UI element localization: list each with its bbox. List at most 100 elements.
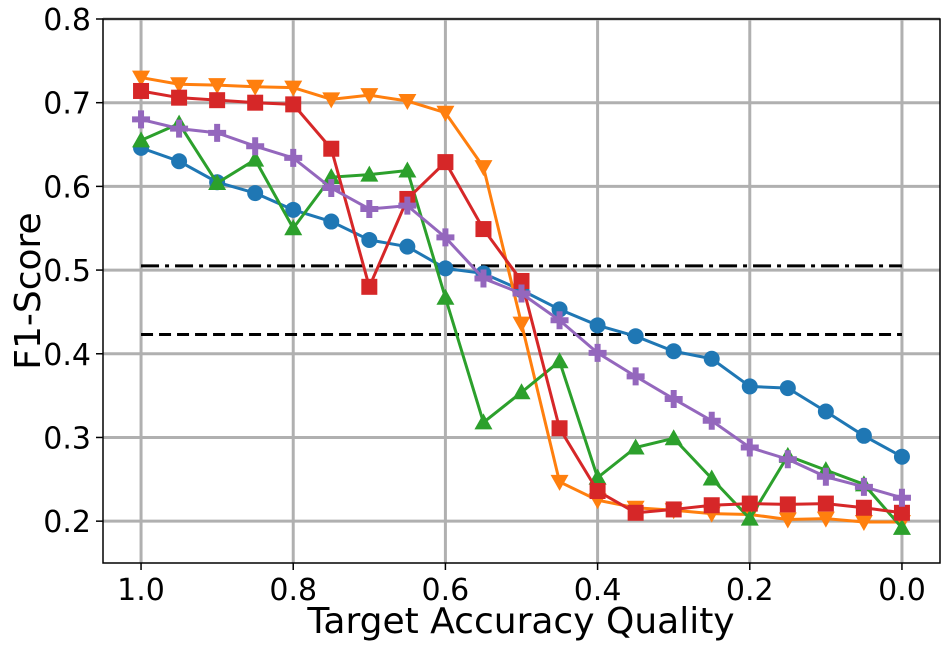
marker — [740, 509, 759, 526]
marker — [132, 70, 151, 87]
marker — [702, 411, 721, 430]
marker — [893, 504, 910, 521]
y-tick-label: 0.5 — [43, 254, 91, 289]
marker — [132, 110, 151, 129]
marker — [170, 119, 189, 138]
marker — [664, 389, 683, 408]
marker — [893, 448, 910, 465]
marker — [247, 94, 264, 111]
marker — [398, 94, 417, 111]
marker — [512, 316, 531, 333]
marker — [474, 269, 493, 288]
y-tick-label: 0.2 — [43, 505, 91, 540]
marker — [284, 80, 303, 97]
marker — [437, 260, 454, 277]
x-tick-label: 1.0 — [117, 573, 165, 608]
marker — [398, 161, 417, 178]
marker — [703, 350, 720, 367]
marker — [816, 467, 835, 486]
y-tick-label: 0.7 — [43, 87, 91, 122]
marker — [512, 383, 531, 400]
marker — [323, 213, 340, 230]
marker — [171, 89, 188, 106]
x-tick-label: 0.0 — [878, 573, 926, 608]
series-line — [140, 117, 903, 500]
marker — [170, 77, 189, 94]
marker — [285, 96, 302, 113]
marker — [589, 317, 606, 334]
marker — [627, 328, 644, 345]
marker — [512, 284, 531, 303]
marker — [703, 497, 720, 514]
marker — [626, 367, 645, 386]
marker — [132, 131, 151, 148]
marker — [209, 92, 226, 109]
marker — [322, 179, 341, 198]
marker — [892, 488, 911, 507]
y-axis-label: F1-Score — [8, 212, 49, 369]
marker — [855, 499, 872, 516]
marker — [550, 474, 569, 491]
marker — [246, 137, 265, 156]
marker — [208, 174, 227, 191]
marker — [627, 504, 644, 521]
marker — [133, 82, 150, 99]
marker — [437, 154, 454, 171]
marker — [360, 88, 379, 105]
marker — [817, 403, 834, 420]
x-tick-label: 0.6 — [422, 573, 470, 608]
x-tick-label: 0.8 — [269, 573, 317, 608]
marker — [208, 123, 227, 142]
marker — [322, 92, 341, 109]
marker — [664, 429, 683, 446]
marker — [246, 150, 265, 167]
marker — [892, 518, 911, 535]
marker — [740, 438, 759, 457]
y-tick-label: 0.4 — [43, 338, 91, 373]
marker — [588, 468, 607, 485]
marker — [475, 221, 492, 238]
marker — [854, 514, 873, 531]
marker — [817, 495, 834, 512]
marker — [361, 231, 378, 248]
marker — [589, 483, 606, 500]
marker — [322, 168, 341, 185]
y-tick-label: 0.3 — [43, 421, 91, 456]
marker — [436, 228, 455, 247]
marker — [285, 201, 302, 218]
marker — [551, 420, 568, 437]
marker — [398, 196, 417, 215]
marker — [208, 78, 227, 95]
marker — [741, 495, 758, 512]
marker — [550, 311, 569, 330]
marker — [550, 352, 569, 369]
marker — [665, 343, 682, 360]
marker — [665, 501, 682, 518]
marker — [360, 165, 379, 182]
marker — [513, 272, 530, 289]
marker — [247, 185, 264, 202]
marker — [171, 153, 188, 170]
marker — [284, 148, 303, 167]
marker — [361, 278, 378, 295]
plot-frame — [102, 18, 941, 564]
x-axis-label: Target Accuracy Quality — [306, 601, 734, 642]
marker — [779, 380, 796, 397]
marker — [779, 496, 796, 513]
marker — [855, 427, 872, 444]
marker — [778, 512, 797, 529]
marker — [778, 450, 797, 469]
marker — [474, 160, 493, 177]
marker — [399, 238, 416, 255]
marker — [246, 79, 265, 96]
y-tick-label: 0.8 — [43, 3, 91, 38]
marker — [436, 288, 455, 305]
marker — [741, 378, 758, 395]
marker — [436, 105, 455, 122]
marker — [551, 301, 568, 318]
marker — [702, 469, 721, 486]
x-tick-label: 0.4 — [574, 573, 622, 608]
marker — [323, 140, 340, 157]
marker — [816, 511, 835, 528]
